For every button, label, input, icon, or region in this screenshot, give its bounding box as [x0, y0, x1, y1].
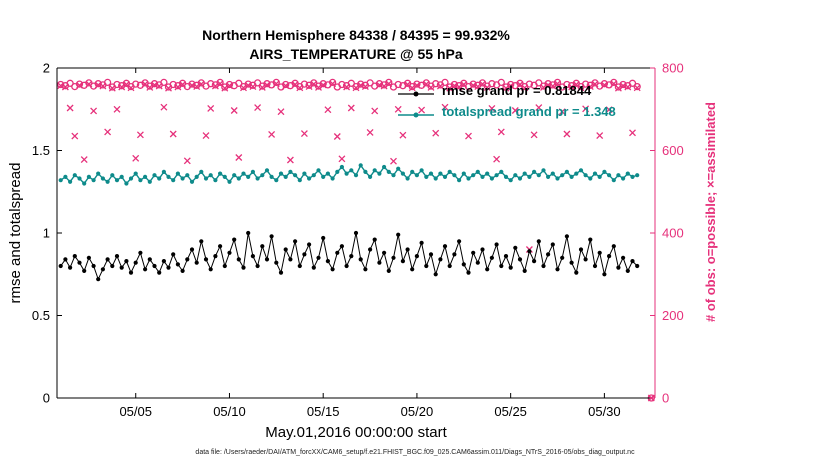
svg-text:0: 0	[662, 391, 669, 406]
svg-text:400: 400	[662, 226, 684, 241]
legend-entry-rmse: rmse grand pr = 0.81844	[398, 80, 616, 101]
svg-text:05/30: 05/30	[588, 404, 621, 419]
data-file-caption: data file: /Users/raeder/DAI/ATM_forcXX/…	[195, 449, 635, 456]
legend-sample-rmse-line	[398, 86, 434, 96]
legend-label-totalspread: totalspread grand pr = 1.348	[442, 104, 616, 119]
svg-text:0: 0	[43, 391, 50, 406]
svg-text:800: 800	[662, 61, 684, 76]
legend-sample-totalspread-line	[398, 107, 434, 117]
svg-text:05/25: 05/25	[494, 404, 527, 419]
chart-subtitle: AIRS_TEMPERATURE @ 55 hPa	[249, 46, 463, 62]
svg-text:1: 1	[43, 226, 50, 241]
svg-text:05/15: 05/15	[307, 404, 340, 419]
series-rmse	[58, 230, 640, 282]
svg-text:200: 200	[662, 308, 684, 323]
chart-title: Northern Hemisphere 84338 / 84395 = 99.9…	[202, 27, 510, 43]
x-axis-label: May.01,2016 00:00:00 start	[265, 424, 447, 441]
axes: 05/05 05/10 05/15 05/20 05/25 05/3000.511.520…	[32, 61, 684, 420]
y-axis-label-left: rmse and totalspread	[7, 162, 24, 304]
legend-entry-totalspread: totalspread grand pr = 1.348	[398, 101, 616, 122]
y-axis-label-right: # of obs: o=possible; ×=assimilated	[703, 102, 718, 322]
obs-markers	[57, 78, 655, 402]
svg-text:600: 600	[662, 143, 684, 158]
svg-text:2: 2	[43, 61, 50, 76]
legend-label-rmse: rmse grand pr = 0.81844	[442, 83, 592, 98]
svg-text:05/10: 05/10	[213, 404, 246, 419]
svg-text:1.5: 1.5	[32, 143, 50, 158]
svg-text:05/20: 05/20	[401, 404, 434, 419]
legend: rmse grand pr = 0.81844 totalspread gran…	[398, 80, 616, 122]
svg-text:05/05: 05/05	[119, 404, 152, 419]
svg-text:0.5: 0.5	[32, 308, 50, 323]
series-totalspread	[58, 163, 640, 186]
